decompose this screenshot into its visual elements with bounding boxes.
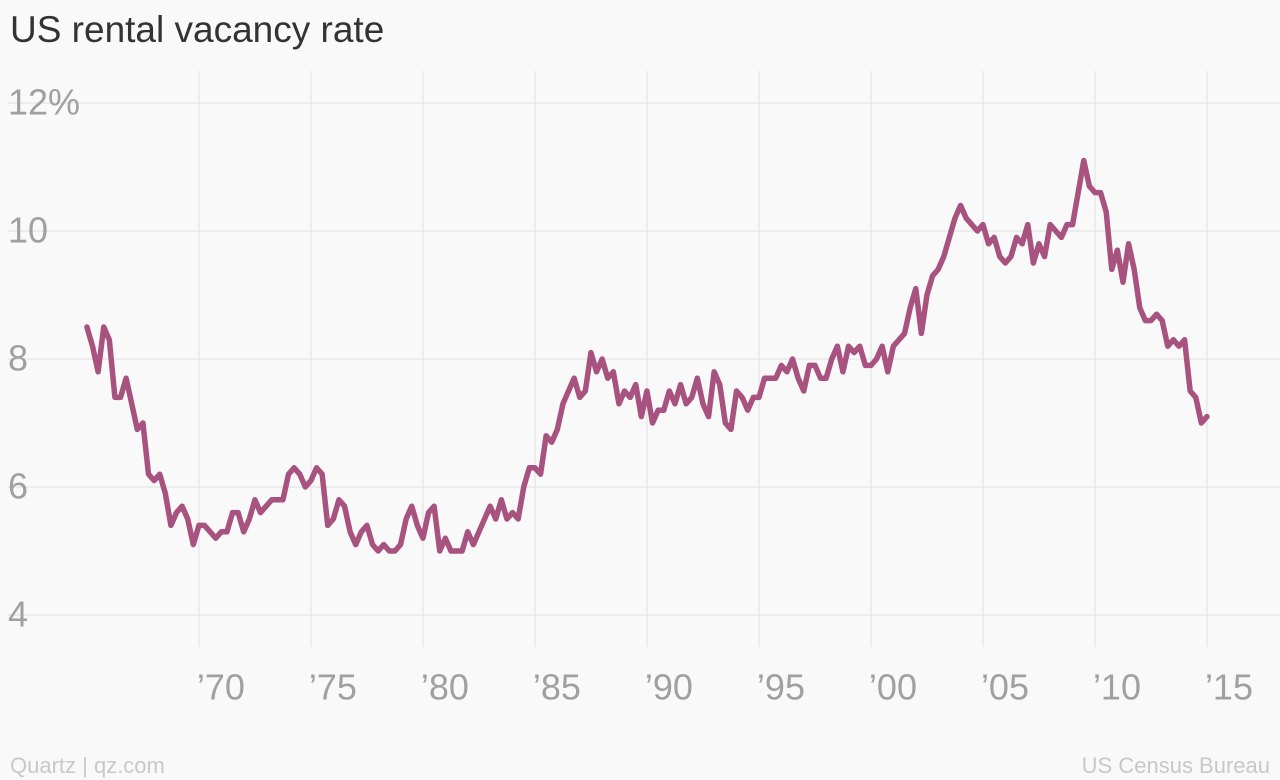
x-tick-label: ’15 <box>1205 667 1253 708</box>
y-tick-label: 10 <box>8 210 48 251</box>
y-tick-label: 8 <box>8 338 28 379</box>
x-tick-label: ’70 <box>197 667 245 708</box>
x-tick-label: ’10 <box>1093 667 1141 708</box>
data-line <box>84 157 1210 554</box>
chart-title: US rental vacancy rate <box>10 9 384 50</box>
x-tick-label: ’90 <box>645 667 693 708</box>
y-tick-label: 4 <box>8 594 28 635</box>
x-tick-label: ’00 <box>869 667 917 708</box>
y-tick-label: 6 <box>8 466 28 507</box>
x-tick-label: ’05 <box>981 667 1029 708</box>
x-tick-label: ’95 <box>757 667 805 708</box>
x-tick-label: ’85 <box>533 667 581 708</box>
source-right: US Census Bureau <box>1082 753 1270 778</box>
source-left: Quartz | qz.com <box>10 753 165 778</box>
y-tick-label: 12% <box>8 82 80 123</box>
x-tick-label: ’75 <box>309 667 357 708</box>
x-tick-label: ’80 <box>421 667 469 708</box>
